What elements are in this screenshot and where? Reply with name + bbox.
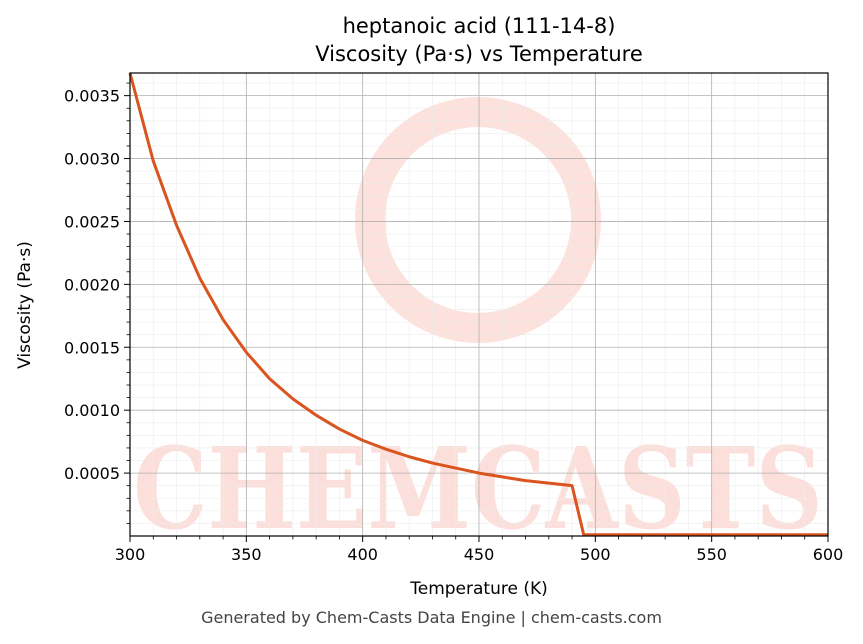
y-tick-label: 0.0025	[64, 212, 120, 231]
watermark: CHEMCASTS	[133, 97, 823, 555]
footer-credit: Generated by Chem-Casts Data Engine | ch…	[201, 608, 662, 627]
x-axis-label: Temperature (K)	[409, 579, 548, 599]
watermark-text: CHEMCASTS	[133, 424, 823, 555]
y-tick-label: 0.0030	[64, 150, 120, 169]
watermark-circle	[355, 97, 601, 343]
y-tick-label: 0.0020	[64, 275, 120, 294]
grid-major	[130, 73, 828, 536]
series-line	[128, 72, 828, 537]
series-layer	[128, 72, 828, 537]
x-tick-label: 300	[115, 545, 146, 564]
y-tick-label: 0.0015	[64, 338, 120, 357]
ticks-layer	[124, 82, 829, 542]
y-tick-label: 0.0035	[64, 87, 120, 106]
x-tick-label: 400	[347, 545, 378, 564]
x-tick-label: 550	[696, 545, 727, 564]
x-tick-label: 350	[231, 545, 262, 564]
x-tick-label: 450	[464, 545, 495, 564]
y-axis-label: Viscosity (Pa·s)	[15, 241, 35, 369]
x-tick-label: 500	[580, 545, 611, 564]
y-tick-label: 0.0005	[64, 464, 120, 483]
chart-title-line2: Viscosity (Pa·s) vs Temperature	[315, 42, 643, 66]
chart-title-line1: heptanoic acid (111-14-8)	[343, 14, 616, 38]
tick-labels-layer: 300 350 400 450 500 550 600 0.0005 0.0010 0.0015 0…	[64, 87, 843, 564]
x-tick-label: 600	[813, 545, 844, 564]
y-tick-label: 0.0010	[64, 401, 120, 420]
